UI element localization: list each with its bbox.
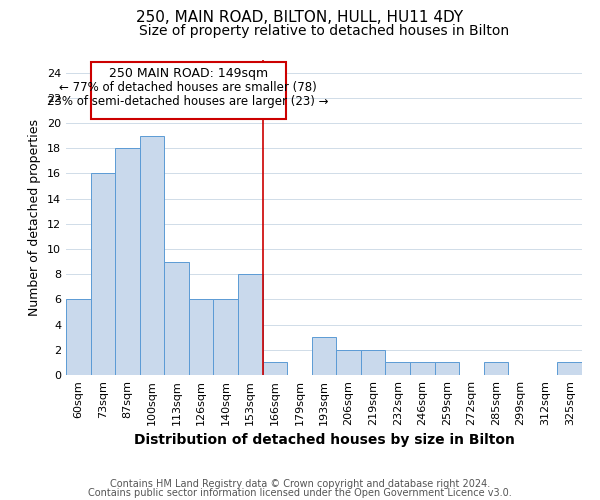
Bar <box>66 300 91 375</box>
Bar <box>361 350 385 375</box>
Bar <box>434 362 459 375</box>
Text: 250, MAIN ROAD, BILTON, HULL, HU11 4DY: 250, MAIN ROAD, BILTON, HULL, HU11 4DY <box>136 10 464 25</box>
Title: Size of property relative to detached houses in Bilton: Size of property relative to detached ho… <box>139 24 509 38</box>
Text: Contains public sector information licensed under the Open Government Licence v3: Contains public sector information licen… <box>88 488 512 498</box>
Text: ← 77% of detached houses are smaller (78): ← 77% of detached houses are smaller (78… <box>59 81 317 94</box>
Bar <box>140 136 164 375</box>
Bar <box>263 362 287 375</box>
Bar <box>484 362 508 375</box>
Bar <box>189 300 214 375</box>
Text: 23% of semi-detached houses are larger (23) →: 23% of semi-detached houses are larger (… <box>47 94 329 108</box>
FancyBboxPatch shape <box>91 62 286 119</box>
Bar <box>312 337 336 375</box>
Bar <box>557 362 582 375</box>
Bar <box>115 148 140 375</box>
Y-axis label: Number of detached properties: Number of detached properties <box>28 119 41 316</box>
X-axis label: Distribution of detached houses by size in Bilton: Distribution of detached houses by size … <box>134 434 514 448</box>
Bar <box>91 174 115 375</box>
Text: Contains HM Land Registry data © Crown copyright and database right 2024.: Contains HM Land Registry data © Crown c… <box>110 479 490 489</box>
Bar <box>336 350 361 375</box>
Bar <box>410 362 434 375</box>
Bar <box>385 362 410 375</box>
Bar <box>164 262 189 375</box>
Bar <box>214 300 238 375</box>
Text: 250 MAIN ROAD: 149sqm: 250 MAIN ROAD: 149sqm <box>109 67 268 80</box>
Bar <box>238 274 263 375</box>
